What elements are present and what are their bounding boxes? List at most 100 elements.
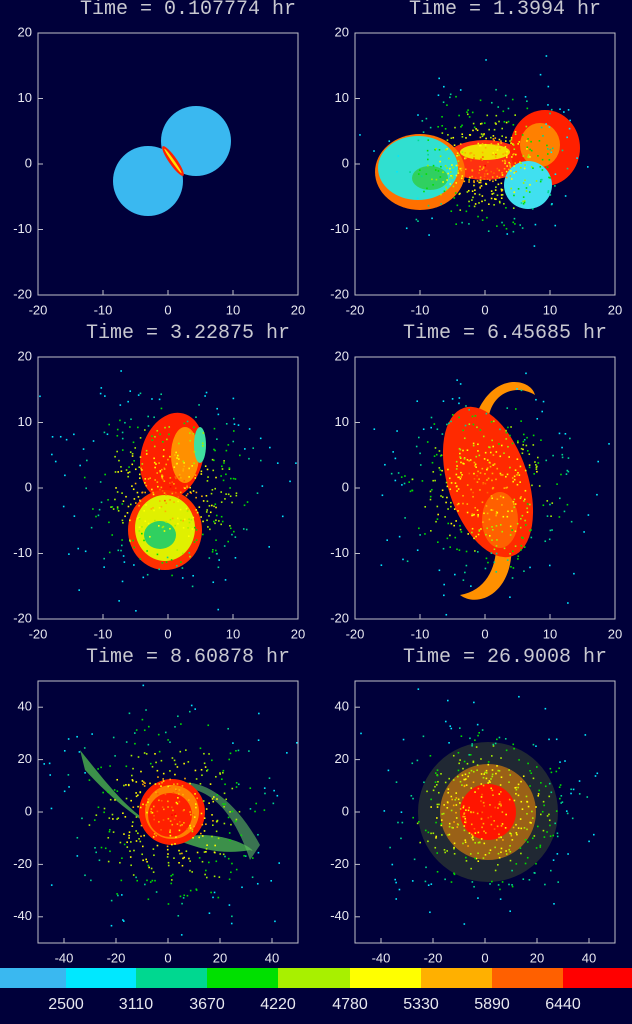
- particle: [457, 823, 460, 826]
- particle: [229, 524, 231, 527]
- particle: [529, 566, 531, 569]
- particle: [517, 794, 520, 797]
- particle: [481, 209, 483, 212]
- particle: [500, 825, 503, 827]
- y-tick-label: -20: [330, 856, 349, 871]
- particle: [481, 826, 483, 829]
- particle: [510, 178, 513, 180]
- particle: [418, 820, 420, 823]
- particle: [508, 798, 511, 801]
- particle: [448, 777, 451, 780]
- particle: [501, 474, 504, 476]
- particle: [498, 770, 501, 772]
- particle: [480, 783, 483, 785]
- particle: [171, 574, 173, 577]
- particle: [173, 783, 175, 786]
- particle: [522, 196, 525, 198]
- particle: [235, 818, 238, 821]
- particle: [501, 160, 504, 162]
- particle: [443, 594, 445, 597]
- particle: [478, 181, 480, 184]
- particle: [477, 443, 479, 446]
- particle: [135, 792, 137, 794]
- particle: [194, 793, 196, 795]
- x-tick-label: -40: [55, 950, 74, 965]
- particle: [188, 552, 191, 554]
- particle: [163, 808, 165, 811]
- particle: [485, 137, 487, 140]
- particle: [474, 791, 476, 793]
- particle: [252, 857, 254, 859]
- particle: [168, 426, 171, 428]
- particle: [476, 764, 479, 766]
- particle: [429, 490, 432, 493]
- particle: [472, 196, 474, 199]
- particle: [51, 436, 54, 438]
- particle: [183, 518, 186, 521]
- particle: [500, 194, 503, 196]
- particle: [176, 802, 179, 805]
- particle: [186, 493, 189, 495]
- particle: [551, 203, 553, 205]
- particle: [142, 859, 144, 862]
- particle: [210, 492, 213, 495]
- particle: [221, 465, 223, 468]
- particle: [463, 180, 466, 183]
- particle: [456, 154, 458, 157]
- particle: [469, 152, 471, 155]
- particle: [452, 136, 455, 139]
- particle: [206, 468, 209, 471]
- particle: [437, 780, 439, 783]
- particle: [196, 511, 199, 514]
- particle: [554, 173, 557, 176]
- particle: [430, 530, 432, 532]
- particle: [549, 835, 552, 837]
- particle: [174, 726, 176, 728]
- particle: [503, 202, 505, 205]
- particle: [478, 454, 481, 457]
- particle: [527, 805, 530, 808]
- particle: [392, 451, 394, 453]
- particle: [92, 440, 95, 442]
- particle: [524, 95, 527, 98]
- particle: [460, 177, 463, 180]
- particle: [228, 468, 231, 470]
- particle: [522, 155, 525, 157]
- particle: [174, 476, 177, 478]
- particle: [195, 416, 197, 418]
- particle: [158, 398, 161, 401]
- particle: [112, 831, 115, 833]
- particle: [179, 508, 182, 511]
- particle: [535, 464, 537, 466]
- particle: [181, 552, 184, 555]
- particle: [220, 491, 223, 493]
- particle: [219, 773, 222, 775]
- particle: [208, 861, 210, 864]
- particle: [471, 513, 474, 515]
- colorbar-label: 3670: [189, 996, 225, 1013]
- particle: [489, 462, 491, 464]
- particle: [463, 457, 466, 460]
- particle: [467, 533, 470, 535]
- particle: [156, 810, 159, 813]
- particle: [139, 806, 142, 809]
- particle: [208, 557, 211, 559]
- particle: [492, 794, 494, 797]
- particle: [566, 812, 569, 815]
- particle: [512, 143, 514, 145]
- particle: [116, 778, 119, 781]
- particle: [119, 861, 121, 864]
- particle: [547, 148, 549, 150]
- particle: [455, 817, 458, 819]
- particle: [139, 500, 142, 502]
- particle: [219, 772, 221, 774]
- particle: [484, 143, 487, 146]
- particle: [405, 227, 408, 230]
- particle: [144, 491, 146, 494]
- particle: [592, 833, 595, 836]
- particle: [150, 812, 153, 814]
- particle: [479, 144, 482, 147]
- particle: [233, 423, 236, 425]
- particle: [487, 230, 490, 232]
- particle: [515, 863, 518, 865]
